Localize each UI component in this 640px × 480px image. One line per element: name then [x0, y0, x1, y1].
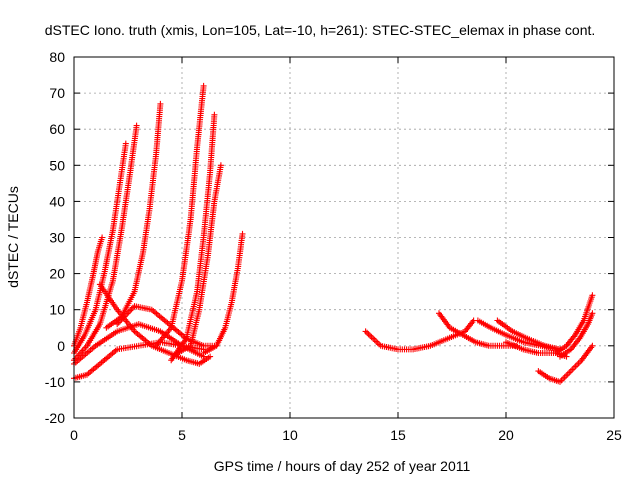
y-tick-label: 0: [57, 338, 65, 354]
y-tick-label: 60: [49, 121, 65, 137]
data-series: [557, 310, 596, 360]
series-markers: [557, 310, 596, 360]
data-series: [494, 317, 563, 353]
x-tick-label: 15: [390, 427, 406, 443]
y-tick-label: 10: [49, 302, 65, 318]
y-tick-label: 30: [49, 230, 65, 246]
grid-lines: [74, 57, 614, 418]
data-series: [114, 303, 218, 349]
x-tick-label: 25: [606, 427, 622, 443]
data-series: [362, 317, 477, 353]
y-tick-label: 40: [49, 193, 65, 209]
x-tick-label: 20: [498, 427, 514, 443]
x-axis-label: GPS time / hours of day 252 of year 2011: [214, 458, 471, 474]
series-markers: [103, 100, 164, 331]
series-markers: [552, 292, 596, 356]
y-tick-label: 70: [49, 85, 65, 101]
y-axis-label: dSTEC / TECUs: [5, 186, 21, 288]
data-series: [552, 292, 596, 356]
data-series: [535, 342, 596, 385]
series-markers: [535, 342, 596, 385]
series-markers: [494, 317, 563, 353]
plot-frame: [73, 56, 615, 419]
series-markers: [114, 303, 218, 349]
y-tick-label: -10: [45, 374, 65, 390]
x-tick-label: 5: [178, 427, 186, 443]
y-tick-label: -20: [45, 410, 65, 426]
tick-labels: 0 5 10 15 20 25 -20 -10 0 10 20 30 40 50 60 70 80: [45, 49, 622, 443]
data-series: [103, 100, 164, 331]
chart-title: dSTEC Iono. truth (xmis, Lon=105, Lat=-1…: [45, 22, 596, 38]
x-tick-label: 10: [282, 427, 298, 443]
x-tick-label: 0: [70, 427, 78, 443]
y-tick-label: 20: [49, 266, 65, 282]
y-tick-label: 80: [49, 49, 65, 65]
y-tick-label: 50: [49, 157, 65, 173]
series-markers: [362, 317, 477, 353]
